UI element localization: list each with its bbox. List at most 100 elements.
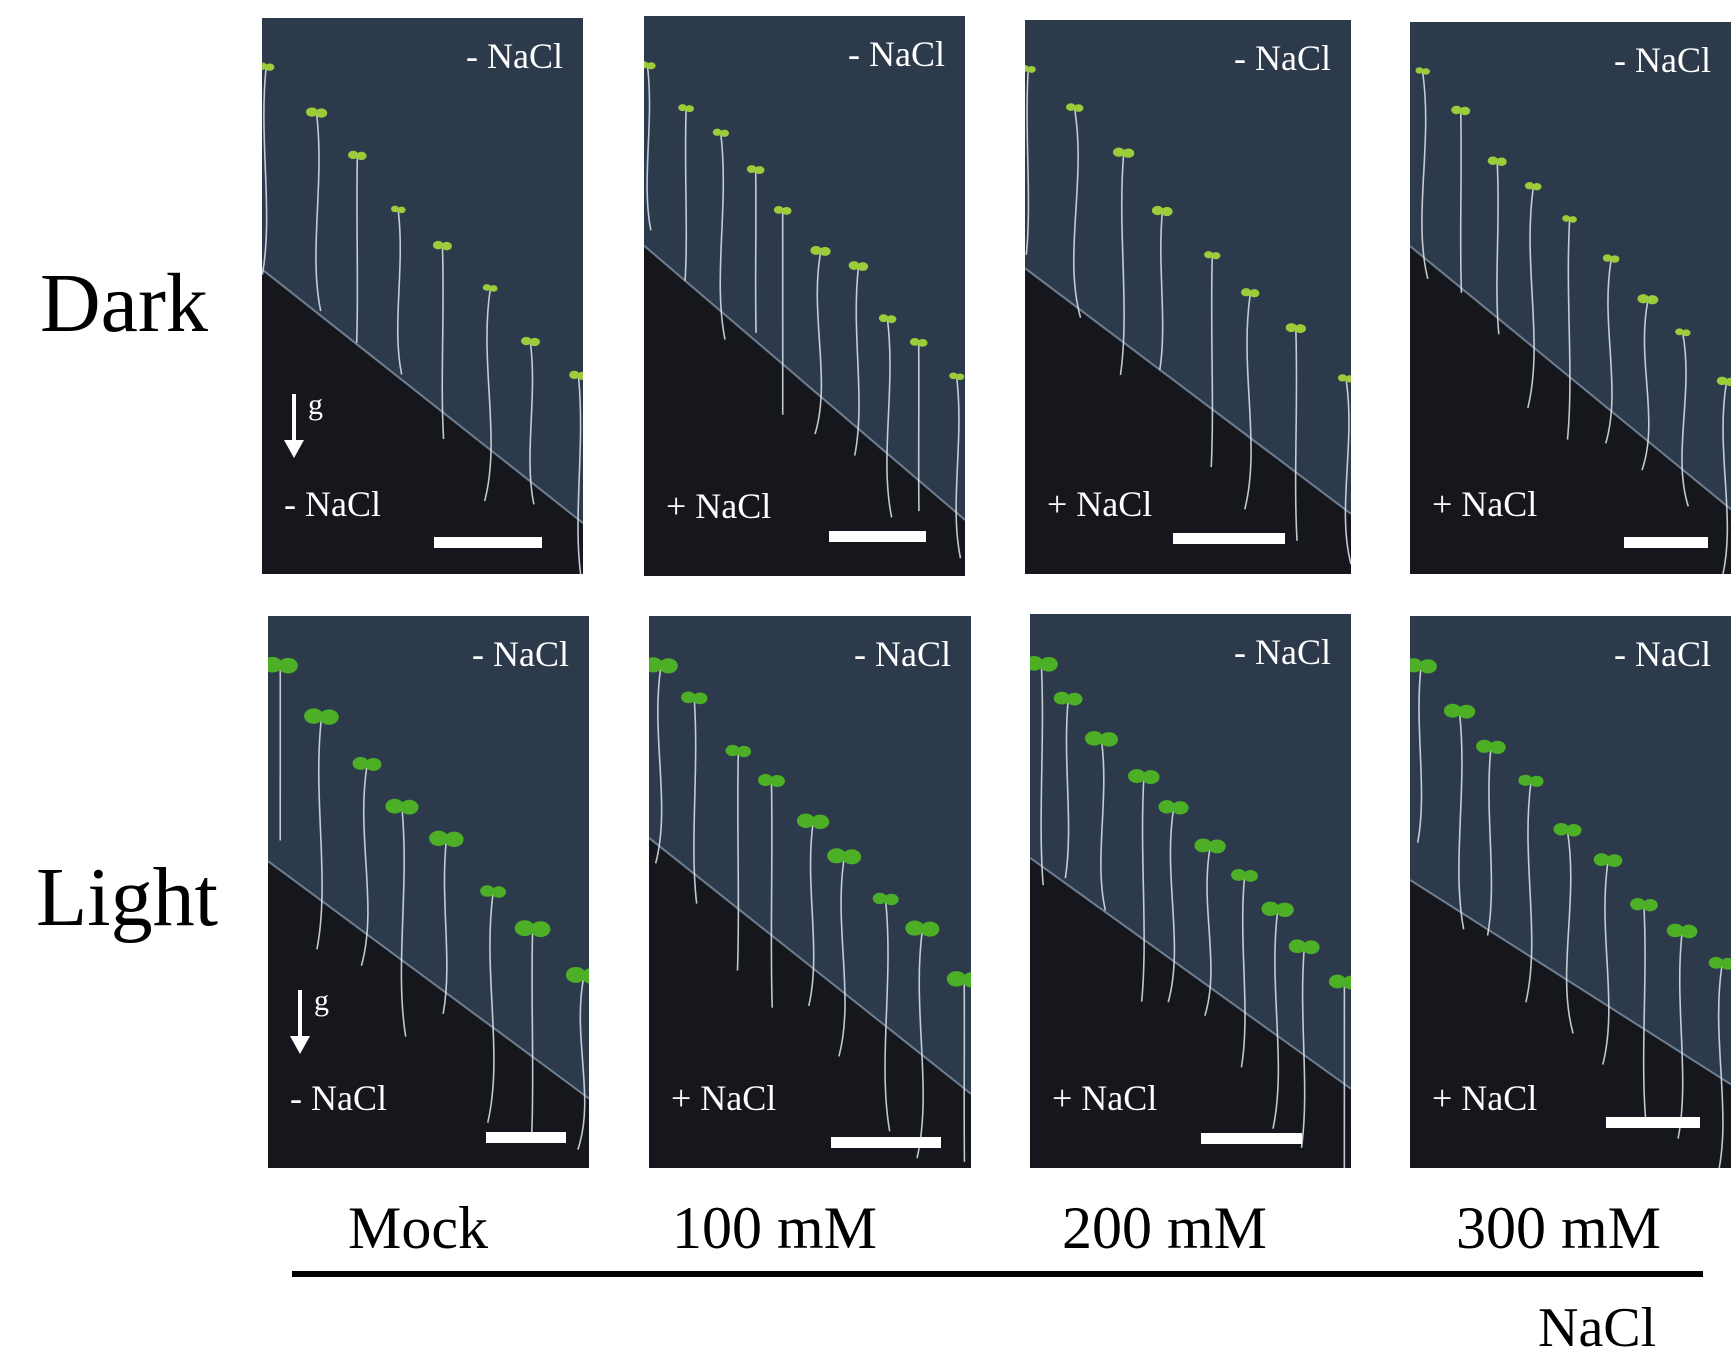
seedling-cotyledon — [887, 315, 897, 323]
seedling-cotyledon — [770, 775, 785, 787]
seedling-root — [442, 247, 443, 439]
seedling-cotyledon — [278, 658, 298, 674]
bottom-half-label: + NaCl — [666, 488, 771, 524]
seedling-cotyledon — [1642, 899, 1657, 911]
seedling-cotyledon — [265, 63, 274, 70]
column-label-100mm: 100 mM — [672, 1198, 877, 1258]
seedling-cotyledon — [857, 262, 868, 271]
seedling-cotyledon — [1295, 324, 1306, 333]
photo-panel-dark-mock: - NaCl g - NaCl — [262, 18, 583, 574]
seedling-cotyledon — [489, 285, 497, 292]
top-half-label: - NaCl — [1234, 40, 1331, 76]
seedling-cotyledon — [884, 894, 898, 906]
photo-panel-light-mock: - NaCl g - NaCl — [268, 616, 589, 1168]
seedling-root — [771, 782, 772, 1008]
photo-panel-dark-300mm: - NaCl + NaCl — [1410, 22, 1731, 574]
seedling-cotyledon — [1142, 770, 1159, 784]
row-label-light: Light — [36, 856, 218, 940]
seedling-cotyledon — [1489, 741, 1505, 754]
gravity-indicator: g — [274, 390, 334, 460]
top-half-label: - NaCl — [1234, 634, 1331, 670]
bottom-half-label: + NaCl — [1432, 1080, 1537, 1116]
top-half-label: - NaCl — [854, 636, 951, 672]
seedling-cotyledon — [1680, 925, 1697, 939]
seedling-cotyledon — [1040, 657, 1058, 672]
seedling-cotyledon — [659, 658, 678, 673]
seedling-cotyledon — [1211, 252, 1220, 259]
seedling-cotyledon — [737, 746, 751, 757]
seedling-cotyledon — [755, 166, 765, 174]
row-label-dark: Dark — [40, 262, 208, 346]
seedling-cotyledon — [365, 758, 381, 771]
seedling-cotyledon — [319, 709, 338, 724]
photo-panel-light-300mm: - NaCl + NaCl — [1410, 616, 1731, 1168]
seedling-cotyledon — [1161, 207, 1173, 216]
top-half-label: - NaCl — [1614, 42, 1711, 78]
seedling-cotyledon — [1027, 66, 1036, 73]
seedling-cotyledon — [647, 62, 656, 69]
seedling-cotyledon — [444, 832, 463, 847]
seedling-cotyledon — [1208, 839, 1225, 853]
seedling-cotyledon — [1566, 824, 1582, 836]
seedling-cotyledon — [529, 338, 540, 346]
seedling-cotyledon — [819, 247, 830, 256]
seedling-cotyledon — [1496, 157, 1507, 165]
seedling-cotyledon — [356, 152, 366, 160]
top-half-label: - NaCl — [472, 636, 569, 672]
seedling-cotyledon — [1172, 801, 1189, 814]
seedling-root — [1211, 257, 1212, 467]
photo-panel-dark-100mm: - NaCl + NaCl — [644, 16, 965, 576]
treatment-axis-label: NaCl — [1538, 1300, 1656, 1356]
bottom-half-label: + NaCl — [1432, 486, 1537, 522]
seedling-root — [532, 930, 533, 1136]
seedling-root — [737, 753, 738, 971]
seedling-cotyledon — [1530, 776, 1544, 787]
top-half-label: - NaCl — [848, 36, 945, 72]
photo-panel-light-100mm: - NaCl + NaCl — [649, 616, 971, 1168]
scale-bar — [1606, 1117, 1700, 1128]
scale-bar — [1173, 533, 1285, 544]
seedling-cotyledon — [720, 130, 729, 137]
column-label-200mm: 200 mM — [1062, 1198, 1267, 1258]
seedling-cotyledon — [1532, 183, 1541, 190]
bottom-half-label: - NaCl — [284, 486, 381, 522]
seedling-cotyledon — [956, 373, 964, 380]
treatment-bracket-line — [292, 1271, 1703, 1277]
seedling-cotyledon — [1419, 659, 1437, 673]
seedling-cotyledon — [920, 922, 939, 937]
seedling-cotyledon — [1606, 854, 1622, 867]
scale-bar — [434, 537, 542, 548]
gravity-indicator: g — [280, 986, 340, 1056]
seedling-cotyledon — [441, 242, 452, 250]
scale-bar — [486, 1132, 566, 1143]
bottom-half-label: - NaCl — [290, 1080, 387, 1116]
seedling-cotyledon — [492, 886, 506, 898]
top-half-label: - NaCl — [1614, 636, 1711, 672]
seedling-cotyledon — [1569, 216, 1577, 223]
photo-panel-dark-200mm: - NaCl + NaCl — [1025, 20, 1351, 574]
top-half-label: - NaCl — [466, 38, 563, 74]
seedling-cotyledon — [1458, 705, 1475, 719]
gravity-symbol: g — [314, 986, 329, 1016]
seedling-cotyledon — [811, 815, 829, 829]
seedling-cotyledon — [315, 108, 327, 117]
seedling-cotyledon — [1460, 107, 1471, 115]
seedling-cotyledon — [1122, 148, 1134, 157]
seedling-root — [1461, 112, 1462, 293]
scale-bar — [831, 1137, 941, 1148]
seedling-cotyledon — [1067, 693, 1083, 706]
seedling-cotyledon — [1276, 903, 1294, 917]
seedling-cotyledon — [1243, 870, 1258, 882]
seedling-cotyledon — [685, 105, 694, 112]
seedling-cotyledon — [1682, 329, 1691, 336]
column-label-mock: Mock — [348, 1198, 488, 1258]
scale-bar — [1201, 1133, 1302, 1144]
seedling-cotyledon — [531, 921, 551, 937]
seedling-cotyledon — [1074, 104, 1084, 112]
bottom-half-label: + NaCl — [1047, 486, 1152, 522]
seedling-cotyledon — [842, 849, 861, 864]
seedling-cotyledon — [1100, 732, 1118, 747]
seedling-cotyledon — [1303, 940, 1320, 954]
seedling-root — [685, 110, 686, 281]
agar-region — [644, 16, 965, 520]
